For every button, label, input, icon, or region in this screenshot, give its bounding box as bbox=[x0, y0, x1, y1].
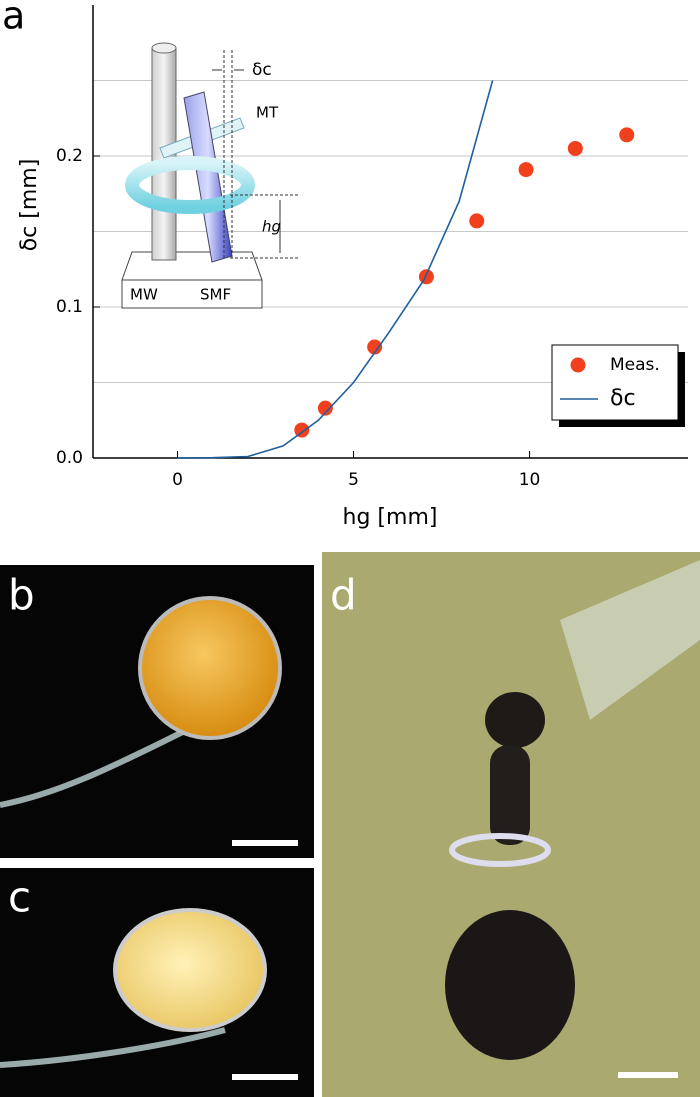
inset-diagram bbox=[121, 42, 298, 309]
x-tick-label: 10 bbox=[519, 470, 541, 490]
photo-b bbox=[0, 565, 314, 858]
x-axis-label: hg [mm] bbox=[343, 505, 438, 530]
panel-label: a bbox=[2, 0, 25, 38]
data-point bbox=[619, 127, 635, 143]
data-point bbox=[418, 269, 434, 285]
inset-label: δc bbox=[252, 60, 272, 80]
legend bbox=[551, 344, 679, 421]
data-point bbox=[367, 339, 383, 355]
panel-label: c bbox=[8, 873, 31, 922]
data-point bbox=[469, 213, 485, 229]
plot: 0.0 0.1 0.2 0 5 10 Meas. δc bbox=[56, 5, 688, 490]
curve bbox=[177, 80, 494, 459]
legend-label: Meas. bbox=[610, 355, 660, 375]
inset-label: SMF bbox=[200, 286, 231, 304]
y-tick-label: 0.2 bbox=[56, 146, 83, 166]
data-point bbox=[567, 140, 583, 156]
photo-c bbox=[0, 868, 314, 1097]
x-tick-label: 0 bbox=[172, 470, 183, 490]
inset-label: hg bbox=[262, 218, 281, 236]
inset-label: MT bbox=[256, 104, 279, 122]
photo-d bbox=[322, 552, 700, 1097]
y-tick-label: 0.0 bbox=[56, 448, 83, 468]
data-point bbox=[294, 422, 310, 438]
inset-label: MW bbox=[130, 286, 158, 304]
y-tick-label: 0.1 bbox=[56, 297, 83, 317]
data-point bbox=[518, 162, 534, 178]
panel-label: d bbox=[330, 571, 357, 620]
panel-label: b bbox=[8, 571, 35, 620]
x-tick-label: 5 bbox=[348, 470, 359, 490]
data-point bbox=[317, 400, 333, 416]
legend-marker bbox=[570, 357, 586, 373]
y-axis-label: δc [mm] bbox=[17, 159, 42, 252]
legend-label: δc bbox=[610, 386, 636, 411]
